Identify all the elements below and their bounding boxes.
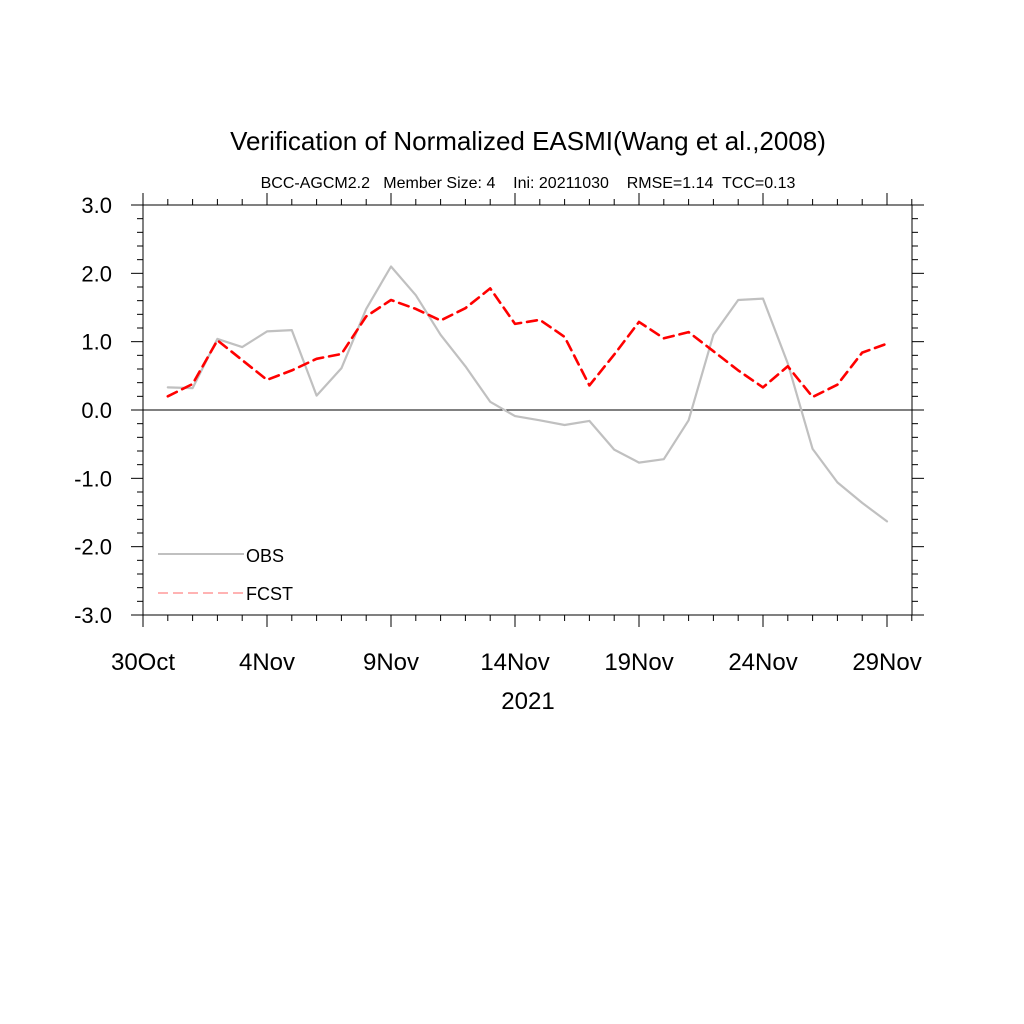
chart-subtitle: BCC-AGCM2.2 Member Size: 4 Ini: 20211030… <box>261 175 796 192</box>
y-tick-label: 0.0 <box>81 398 112 423</box>
x-tick-label: 30Oct <box>111 649 175 676</box>
y-tick-labels: 3.0 2.0 1.0 0.0 -1.0 -2.0 -3.0 <box>74 193 112 628</box>
y-tick-label: -3.0 <box>74 603 112 628</box>
y-tick-label: 3.0 <box>81 193 112 218</box>
legend-obs-label: OBS <box>246 546 284 566</box>
legend-fcst-label: FCST <box>246 584 293 604</box>
x-tick-label: 9Nov <box>363 649 419 676</box>
x-tick-label: 4Nov <box>239 649 295 676</box>
series-line-obs <box>166 265 889 523</box>
y-tick-label: -2.0 <box>74 535 112 560</box>
x-tick-labels: 30Oct 4Nov 9Nov 14Nov 19Nov 24Nov 29Nov <box>111 649 922 676</box>
series-line-fcst <box>166 287 889 399</box>
x-axis-label: 2021 <box>501 688 554 715</box>
y-tick-label: 2.0 <box>81 261 112 286</box>
y-tick-label: -1.0 <box>74 466 112 491</box>
series-layer <box>166 265 889 523</box>
x-tick-label: 24Nov <box>728 649 797 676</box>
axis-ticks <box>131 193 924 627</box>
x-tick-label: 29Nov <box>852 649 921 676</box>
x-tick-label: 14Nov <box>480 649 549 676</box>
chart-title: Verification of Normalized EASMI(Wang et… <box>230 126 826 156</box>
legend: OBS FCST <box>158 546 293 604</box>
y-tick-label: 1.0 <box>81 330 112 355</box>
x-tick-label: 19Nov <box>604 649 673 676</box>
